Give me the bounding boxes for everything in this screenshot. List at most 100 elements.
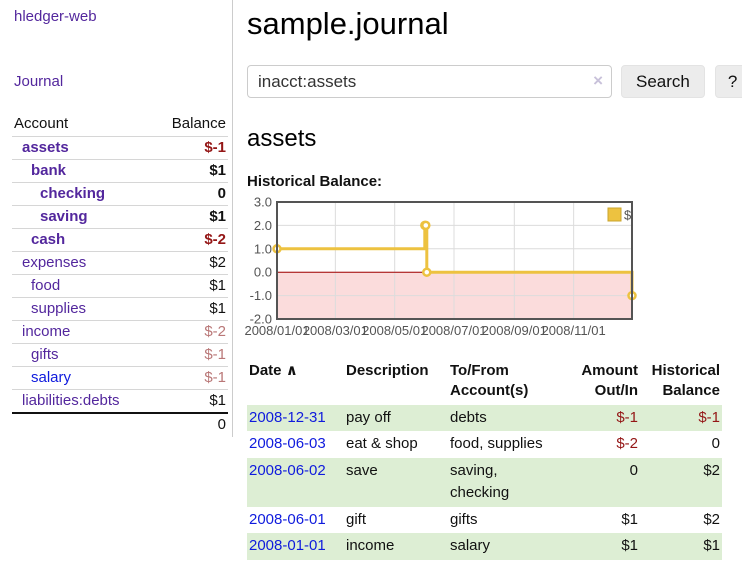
transaction-date-link[interactable]: 2008-06-02	[249, 462, 326, 479]
register-table-body: 2008-12-31 pay off debts $-1 $-1 2008-06-03 ea…	[247, 404, 722, 560]
search-bar: × Search ?	[247, 65, 742, 98]
account-balance: $1	[209, 277, 226, 294]
search-button[interactable]: Search	[621, 65, 705, 98]
account-balance: $-1	[204, 139, 226, 156]
accounts-header-balance: Balance	[171, 115, 226, 132]
account-balance: $-2	[204, 323, 226, 340]
account-link[interactable]: gifts	[31, 346, 59, 363]
account-balance: $1	[209, 392, 226, 409]
account-link[interactable]: assets	[22, 139, 69, 156]
account-balance: $-1	[204, 346, 226, 363]
account-row: food $1	[12, 274, 228, 298]
transaction-amount: $1	[621, 510, 638, 528]
transaction-date-link[interactable]: 2008-01-01	[249, 537, 326, 555]
account-row: gifts $-1	[12, 343, 228, 367]
accounts-table: Account Balance assets $-1 bank $1 checking 0…	[12, 112, 228, 436]
data-point	[422, 267, 432, 277]
x-tick-label: 2008/11/01	[542, 323, 606, 338]
transaction-description: save	[346, 462, 378, 479]
transaction-description: eat & shop	[346, 435, 418, 453]
account-row: expenses $2	[12, 251, 228, 275]
transaction-description: pay off	[346, 408, 391, 426]
account-balance: $1	[209, 300, 226, 317]
transaction-description: income	[346, 537, 395, 555]
register-header-amount: Amount Out/In	[581, 362, 638, 400]
x-tick-label: 2008/05/01	[362, 323, 427, 338]
account-row: saving $1	[12, 205, 228, 229]
transaction-amount: $-2	[616, 435, 638, 453]
x-tick-label: 2008/01/01	[244, 323, 309, 338]
table-row: 2008-12-31 pay off debts $-1 $-1	[247, 404, 722, 432]
register-header-accounts: To/From Account(s)	[450, 362, 529, 400]
transaction-amount: $-1	[616, 408, 638, 426]
app-title-link[interactable]: hledger-web	[14, 8, 97, 25]
account-link[interactable]: salary	[31, 369, 72, 386]
account-balance: $1	[209, 162, 226, 179]
balance-chart: 3.0 2.0 1.0 0.0 -1.0 -2.02008/01/012008/03/01…	[244, 195, 637, 338]
legend-swatch	[607, 207, 622, 222]
account-row: income $-2	[12, 320, 228, 344]
register-header-balance: Historical Balance	[651, 362, 720, 400]
y-tick-label: 0.0	[254, 265, 272, 280]
transaction-date-link[interactable]: 2008-06-03	[249, 435, 326, 453]
account-link[interactable]: checking	[40, 185, 106, 202]
transaction-accounts: food, supplies	[450, 435, 543, 453]
account-link[interactable]: saving	[40, 208, 88, 225]
transaction-date-link[interactable]: 2008-12-31	[249, 408, 326, 426]
account-balance: 0	[217, 185, 226, 202]
transaction-accounts: saving, checking	[450, 462, 510, 501]
y-tick-label: -1.0	[250, 288, 272, 303]
search-input-wrap: ×	[247, 65, 612, 98]
account-row: salary $-1	[12, 366, 228, 390]
account-link[interactable]: food	[31, 277, 61, 294]
data-point	[421, 220, 431, 231]
accounts-total-balance: 0	[152, 412, 228, 436]
account-row: bank $1	[12, 159, 228, 183]
chart-title: Historical Balance:	[247, 173, 383, 190]
account-row: cash $-2	[12, 228, 228, 252]
table-row: 2008-06-02 save saving, checking 0 $2	[247, 458, 722, 507]
accounts-header-account: Account	[14, 115, 69, 132]
x-tick-label: 2008/09/01	[482, 323, 547, 338]
search-input[interactable]	[247, 65, 612, 98]
help-button[interactable]: ?	[714, 65, 742, 98]
transaction-description: gift	[346, 510, 367, 528]
sidebar-item-journal[interactable]: Journal	[14, 73, 64, 90]
account-link[interactable]: expenses	[22, 254, 87, 271]
x-tick-label: 2008/07/01	[421, 323, 486, 338]
table-row: 2008-01-01 income salary $1 $1	[247, 533, 722, 560]
transaction-balance: $-1	[698, 408, 720, 426]
plot-border	[276, 201, 633, 320]
table-row: 2008-06-03 eat & shop food, supplies $-2 0	[247, 431, 722, 458]
account-link[interactable]: bank	[31, 162, 67, 179]
account-link[interactable]: supplies	[31, 300, 87, 317]
transaction-balance: $1	[703, 537, 720, 555]
clear-search-icon[interactable]: ×	[593, 71, 603, 90]
register-header-date[interactable]: Date ∧	[249, 362, 298, 379]
transaction-balance: $2	[703, 462, 720, 479]
register-header-description: Description	[346, 362, 429, 379]
y-tick-label: -2.0	[250, 312, 272, 327]
accounts-table-body: assets $-1 bank $1 checking 0 saving $1 cash $-2 e…	[12, 136, 228, 414]
page-title: sample.journal	[247, 6, 449, 41]
account-balance: $-1	[204, 369, 226, 386]
account-balance: $-2	[204, 231, 226, 248]
legend-label: $	[624, 208, 632, 223]
register-header-row: Date ∧ Description To/From Account(s) Am…	[247, 359, 722, 405]
account-link[interactable]: liabilities:debts	[22, 392, 120, 409]
sort-asc-icon: ∧	[285, 362, 298, 379]
sidebar-nav: Journal	[14, 73, 232, 90]
y-tick-label: 1.0	[254, 241, 272, 256]
transaction-accounts: debts	[450, 408, 487, 426]
account-link[interactable]: cash	[31, 231, 66, 248]
account-balance: $2	[209, 254, 226, 271]
table-row: 2008-06-01 gift gifts $1 $2	[247, 507, 722, 534]
transaction-balance: 0	[711, 435, 720, 453]
accounts-header-row: Account Balance	[12, 112, 228, 137]
main-content: sample.journal × Search ? assets Histori…	[244, 0, 742, 560]
account-link[interactable]: income	[22, 323, 71, 340]
transaction-date-link[interactable]: 2008-06-01	[249, 510, 326, 528]
accounts-total-row: 0	[12, 412, 228, 436]
transaction-amount: 0	[629, 462, 638, 479]
